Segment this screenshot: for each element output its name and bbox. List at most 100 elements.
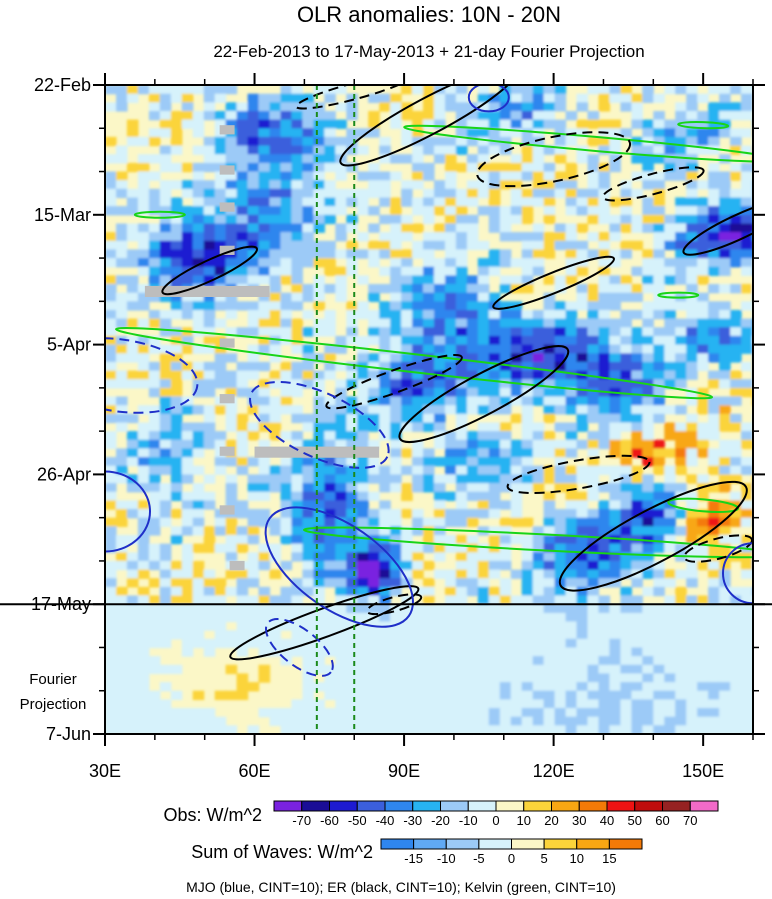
field-cell [203, 301, 216, 311]
field-cell [137, 656, 150, 666]
field-cell [587, 188, 600, 199]
field-cell [521, 188, 534, 199]
field-cell [412, 638, 424, 649]
field-cell [576, 344, 589, 354]
field-cell [137, 301, 150, 311]
field-cell [499, 405, 512, 415]
field-cell [269, 405, 282, 415]
field-cell [521, 431, 534, 441]
field-cell [280, 266, 293, 276]
field-cell [412, 344, 424, 354]
field-cell [587, 327, 600, 337]
field-cell [499, 682, 512, 692]
field-cell [159, 379, 172, 389]
field-cell [466, 214, 479, 225]
field-cell [719, 370, 731, 380]
field-cell [148, 240, 161, 251]
field-cell [741, 387, 753, 398]
field-cell [521, 656, 534, 666]
mjo-contour [105, 470, 151, 553]
field-cell [730, 162, 742, 173]
field-cell [324, 517, 336, 527]
field-cell [719, 690, 731, 700]
field-cell [181, 474, 194, 484]
field-cell [708, 682, 720, 692]
field-cell [488, 682, 501, 692]
field-cell [247, 370, 260, 380]
field-cell [401, 223, 413, 233]
field-cell [137, 258, 150, 268]
field-cell [532, 439, 545, 450]
field-cell [324, 457, 336, 467]
field-cell [116, 474, 128, 484]
field-cell [159, 119, 172, 129]
field-cell [499, 128, 512, 138]
field-cell [434, 284, 446, 294]
field-cell [466, 690, 479, 700]
field-cell [719, 344, 731, 354]
field-cell [236, 136, 249, 147]
field-cell [664, 604, 676, 614]
field-cell [335, 526, 347, 536]
field-cell [730, 465, 742, 475]
field-cell [576, 699, 589, 709]
field-cell [258, 180, 271, 190]
field-cell [423, 232, 435, 242]
field-cell [170, 448, 183, 458]
field-cell [137, 465, 150, 475]
field-cell [532, 136, 545, 147]
field-cell [697, 604, 709, 614]
field-cell [466, 188, 479, 199]
field-cell [313, 664, 325, 675]
field-cell [269, 93, 282, 103]
field-cell [280, 136, 293, 147]
field-cell [258, 509, 271, 519]
field-cell [280, 214, 293, 225]
field-cell [741, 465, 753, 475]
field-cell [587, 716, 600, 726]
field-cell [609, 275, 621, 285]
field-cell [258, 119, 271, 129]
field-cell [609, 136, 621, 147]
field-cell [675, 422, 687, 432]
field-cell [390, 379, 402, 389]
field-cell [434, 569, 446, 579]
field-cell [105, 370, 117, 380]
field-cell [116, 656, 128, 666]
field-cell [126, 162, 139, 173]
field-cell [170, 258, 183, 268]
field-cell [642, 353, 654, 363]
field-cell [697, 431, 709, 441]
field-cell [565, 361, 578, 372]
field-cell [609, 543, 621, 553]
field-cell [434, 604, 446, 614]
field-cell [269, 465, 282, 475]
field-cell [313, 171, 325, 181]
field-cell [730, 725, 742, 734]
field-cell [686, 258, 698, 268]
field-cell [105, 353, 117, 363]
field-cell [445, 249, 457, 259]
field-cell [335, 586, 347, 597]
field-cell [302, 119, 314, 129]
field-cell [620, 335, 632, 346]
field-cell [620, 206, 632, 216]
field-cell [236, 569, 249, 579]
field-cell [203, 500, 216, 510]
field-cell [445, 682, 457, 692]
field-cell [148, 370, 161, 380]
field-cell [708, 85, 720, 95]
field-cell [664, 145, 676, 155]
field-cell [170, 301, 183, 311]
field-cell [280, 483, 293, 493]
field-cell [269, 240, 282, 251]
field-cell [686, 128, 698, 138]
field-cell [159, 370, 172, 380]
field-cell [137, 517, 150, 527]
field-cell [653, 465, 665, 475]
er-contour [161, 245, 258, 296]
field-cell [686, 318, 698, 328]
field-cell [434, 154, 446, 164]
field-cell [214, 180, 227, 190]
field-cell [324, 162, 336, 173]
